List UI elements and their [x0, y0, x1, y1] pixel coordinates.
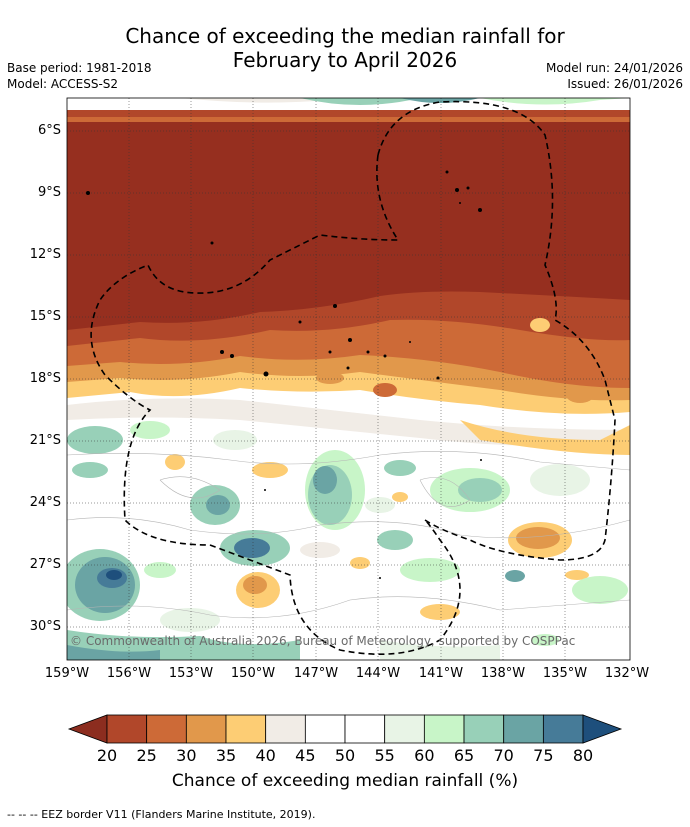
- lon-label: 141°W: [418, 666, 464, 681]
- lon-label: 144°W: [355, 666, 401, 681]
- title-line-2: February to April 2026: [232, 48, 458, 72]
- colorbar-high-arrow: [582, 714, 623, 744]
- colorbar-cell: [423, 714, 465, 744]
- graticule: [67, 98, 630, 660]
- colorbar-cells: [106, 714, 584, 744]
- lat-label: 12°S: [29, 247, 61, 262]
- meta-left: Base period: 1981-2018 Model: ACCESS-S2: [7, 60, 152, 92]
- colorbar-tick: 35: [215, 746, 237, 765]
- colorbar-tick: 75: [533, 746, 554, 765]
- colorbar-cell: [185, 714, 227, 744]
- lon-label: 135°W: [542, 666, 588, 681]
- colorbar-tick: 25: [136, 746, 157, 765]
- contour-lines: [67, 451, 630, 619]
- model-run: Model run: 24/01/2026: [545, 61, 683, 75]
- eez-legend-note: -- -- -- EEZ border V11 (Flanders Marine…: [7, 808, 316, 821]
- map-field: [67, 98, 630, 660]
- colorbar-cell: [106, 714, 148, 744]
- lon-label: 150°W: [230, 666, 276, 681]
- lat-label: 6°S: [37, 123, 61, 138]
- lon-label: 156°W: [106, 666, 152, 681]
- base-period: Base period: 1981-2018: [7, 61, 152, 75]
- model-name: Model: ACCESS-S2: [7, 77, 119, 91]
- colorbar-cell: [265, 714, 306, 744]
- colorbar-cell: [146, 714, 187, 744]
- rainfall-map: [66, 97, 631, 744]
- colorbar-cell: [542, 714, 584, 744]
- lat-label: 27°S: [29, 557, 61, 572]
- colorbar-cell: [225, 714, 267, 744]
- colorbar-tick: 40: [255, 746, 276, 765]
- copyright-notice: © Commonwealth of Australia 2026, Bureau…: [70, 634, 576, 648]
- map-frame: [66, 97, 631, 661]
- eez-border: [90, 100, 616, 656]
- colorbar-cell: [503, 714, 544, 744]
- colorbar-tick: 55: [374, 746, 395, 765]
- lon-label: 159°W: [44, 666, 90, 681]
- lat-label: 30°S: [29, 619, 61, 634]
- lat-label: 21°S: [29, 433, 61, 448]
- colorbar-tick: 45: [295, 746, 316, 765]
- colorbar-tick: 80: [572, 746, 594, 765]
- lon-label: 138°W: [480, 666, 526, 681]
- colorbar-tick: 65: [453, 746, 475, 765]
- title-line-1: Chance of exceeding the median rainfall …: [125, 24, 565, 48]
- colorbar-cell: [344, 714, 386, 744]
- colorbar-label: Chance of exceeding median rainfall (%): [171, 771, 519, 791]
- colorbar-cell: [384, 714, 425, 744]
- lon-label: 132°W: [604, 666, 650, 681]
- meta-right: Model run: 24/01/2026 Issued: 26/01/2026: [546, 60, 683, 92]
- lon-label: 147°W: [293, 666, 339, 681]
- lat-label: 15°S: [29, 309, 61, 324]
- islands: [86, 170, 482, 579]
- lat-label: 18°S: [29, 371, 61, 386]
- colorbar-tick: 50: [334, 746, 356, 765]
- lat-label: 24°S: [29, 495, 61, 510]
- colorbar: [67, 714, 623, 744]
- lat-label: 9°S: [37, 185, 61, 200]
- colorbar-cell: [463, 714, 505, 744]
- lon-label: 153°W: [168, 666, 214, 681]
- colorbar-tick: 30: [176, 746, 197, 765]
- colorbar-tick: 20: [96, 746, 118, 765]
- colorbar-tick: 60: [414, 746, 435, 765]
- colorbar-low-arrow: [67, 714, 108, 744]
- map-title: Chance of exceeding the median rainfall …: [0, 24, 690, 72]
- issued-date: Issued: 26/01/2026: [567, 77, 683, 91]
- colorbar-cell: [304, 714, 346, 744]
- colorbar-tick: 70: [493, 746, 514, 765]
